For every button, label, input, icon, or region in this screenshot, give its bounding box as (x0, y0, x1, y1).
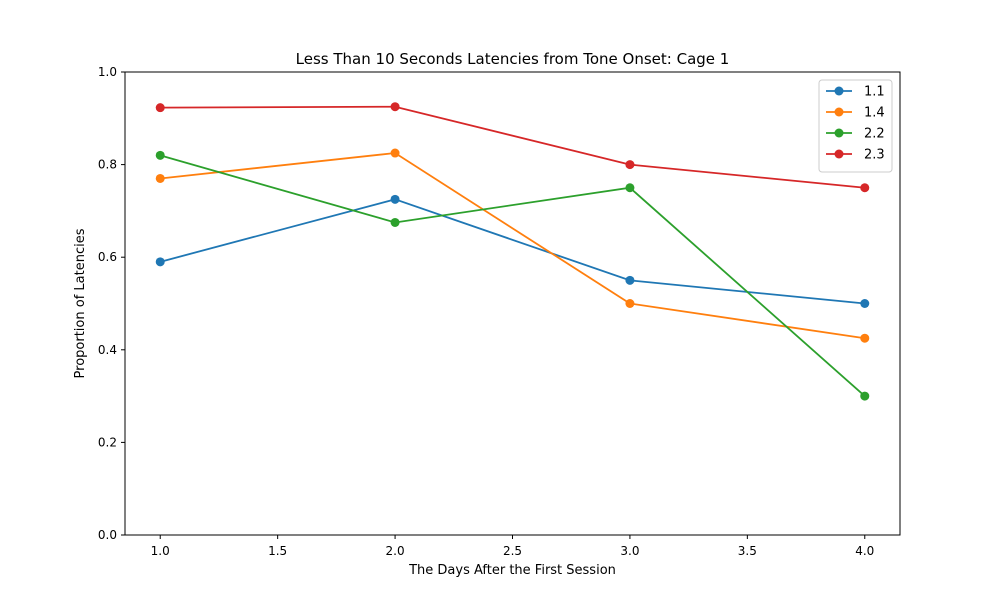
data-point-1.1 (860, 299, 870, 308)
x-tick-label: 1.0 (151, 544, 170, 558)
x-tick-label: 3.5 (738, 544, 757, 558)
data-point-1.4 (625, 299, 635, 308)
x-tick-label: 2.0 (386, 544, 405, 558)
legend: 1.1 1.4 2.2 2.3 (818, 79, 893, 173)
series-line-2.2 (159, 154, 866, 397)
legend-label: 2.2 (864, 127, 885, 142)
data-point-1.4 (860, 333, 870, 343)
data-point-2.3 (625, 160, 635, 170)
data-point-2.3 (860, 183, 870, 193)
y-tick-label: 0.6 (98, 250, 117, 264)
data-point-2.2 (625, 183, 635, 193)
y-tick-label: 0.8 (98, 158, 117, 172)
legend-label: 1.1 (864, 85, 885, 100)
legend-marker-2.2 (834, 128, 844, 138)
data-point-1.4 (390, 148, 400, 158)
x-tick-label: 2.5 (503, 544, 522, 558)
legend-marker-1.1 (834, 86, 844, 96)
y-tick-label: 1.0 (98, 65, 117, 79)
series-line-2.3 (160, 105, 865, 189)
chart-title: Less Than 10 Seconds Latencies from Tone… (296, 50, 730, 68)
y-axis-label: Proportion of Latencies (73, 228, 88, 378)
plot-area: 1.0 1.5 2.0 2.5 3.0 3.5 4.0 0.0 0.2 0.4 0.6 0.8 1.0 (98, 65, 874, 558)
legend-marker-1.4 (834, 107, 844, 117)
data-point-2.2 (155, 150, 165, 160)
y-tick-label: 0.4 (98, 343, 117, 357)
legend-marker-2.3 (834, 149, 844, 159)
data-point-1.1 (625, 275, 635, 285)
data-point-2.3 (155, 103, 165, 113)
data-point-1.1 (155, 257, 165, 267)
data-point-2.3 (390, 102, 400, 112)
legend-box (818, 79, 893, 173)
data-point-2.2 (860, 391, 870, 401)
legend-label: 1.4 (864, 106, 885, 121)
data-point-1.1 (390, 194, 400, 204)
legend-label: 2.3 (864, 148, 885, 163)
x-tick-label: 1.5 (268, 544, 287, 558)
y-tick-label: 0.2 (98, 435, 117, 449)
x-axis-label: The Days After the First Session (408, 563, 616, 578)
y-tick-label: 0.0 (98, 528, 117, 542)
x-tick-label: 4.0 (855, 544, 874, 558)
x-tick-label: 3.0 (620, 544, 639, 558)
series-line-1.4 (160, 152, 865, 340)
plot-frame (124, 71, 901, 536)
data-point-2.2 (390, 217, 400, 227)
data-point-1.4 (155, 173, 165, 183)
